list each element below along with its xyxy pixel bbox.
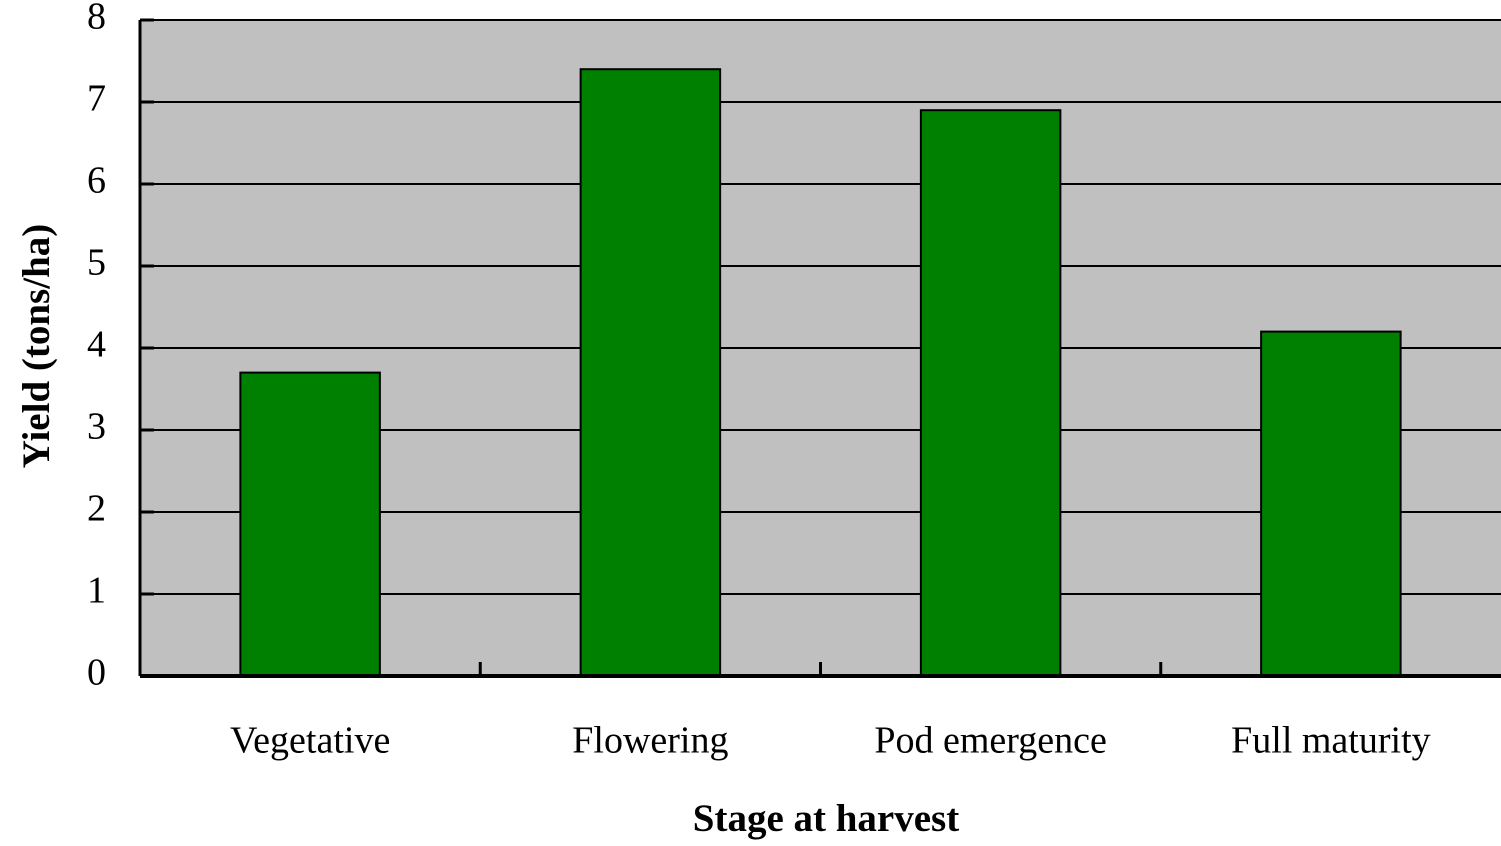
bar	[1260, 330, 1402, 677]
x-tick-label: Full maturity	[1231, 720, 1431, 762]
bar	[239, 371, 381, 677]
x-tick-label: Flowering	[572, 720, 728, 762]
y-tick-label: 6	[87, 160, 106, 202]
y-tick-label: 0	[87, 652, 106, 694]
bar	[919, 109, 1062, 677]
y-axis-title: Yield (tons/ha)	[15, 224, 58, 469]
y-tick-label: 4	[87, 324, 106, 366]
y-tick-label: 3	[87, 406, 106, 448]
y-tick-label: 2	[87, 488, 106, 530]
y-tick-label: 5	[87, 242, 106, 284]
x-tick-label: Vegetative	[230, 720, 390, 762]
y-tick-label: 7	[87, 78, 106, 120]
bar	[579, 68, 722, 677]
x-tick-label: Pod emergence	[874, 720, 1107, 762]
x-axis-title: Stage at harvest	[693, 797, 959, 840]
y-tick-label: 1	[87, 570, 106, 612]
y-tick-label: 8	[87, 0, 106, 38]
